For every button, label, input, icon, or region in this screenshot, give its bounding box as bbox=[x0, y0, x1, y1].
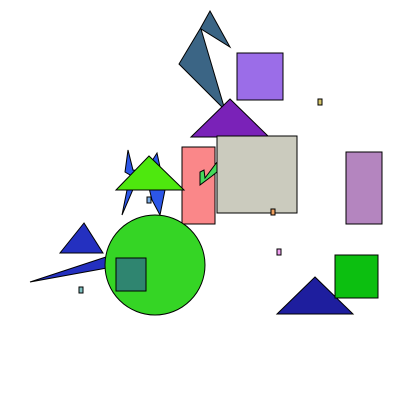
salmon-rect bbox=[181, 146, 216, 225]
green-square bbox=[334, 254, 379, 299]
green-bolt bbox=[199, 160, 218, 186]
lime-triangle bbox=[114, 155, 186, 191]
teal-square bbox=[115, 257, 147, 292]
blue-triangle-small bbox=[58, 222, 104, 254]
olive-tiny-square bbox=[317, 98, 323, 106]
orange-tiny-square bbox=[270, 208, 276, 216]
orchid-rect bbox=[345, 151, 383, 225]
teal-tiny-square bbox=[78, 286, 84, 294]
pink-tiny-square bbox=[276, 248, 282, 256]
navy-triangle bbox=[275, 276, 355, 315]
gray-square bbox=[216, 135, 298, 214]
blue-tiny-square bbox=[146, 196, 152, 204]
violet-square bbox=[236, 52, 284, 101]
